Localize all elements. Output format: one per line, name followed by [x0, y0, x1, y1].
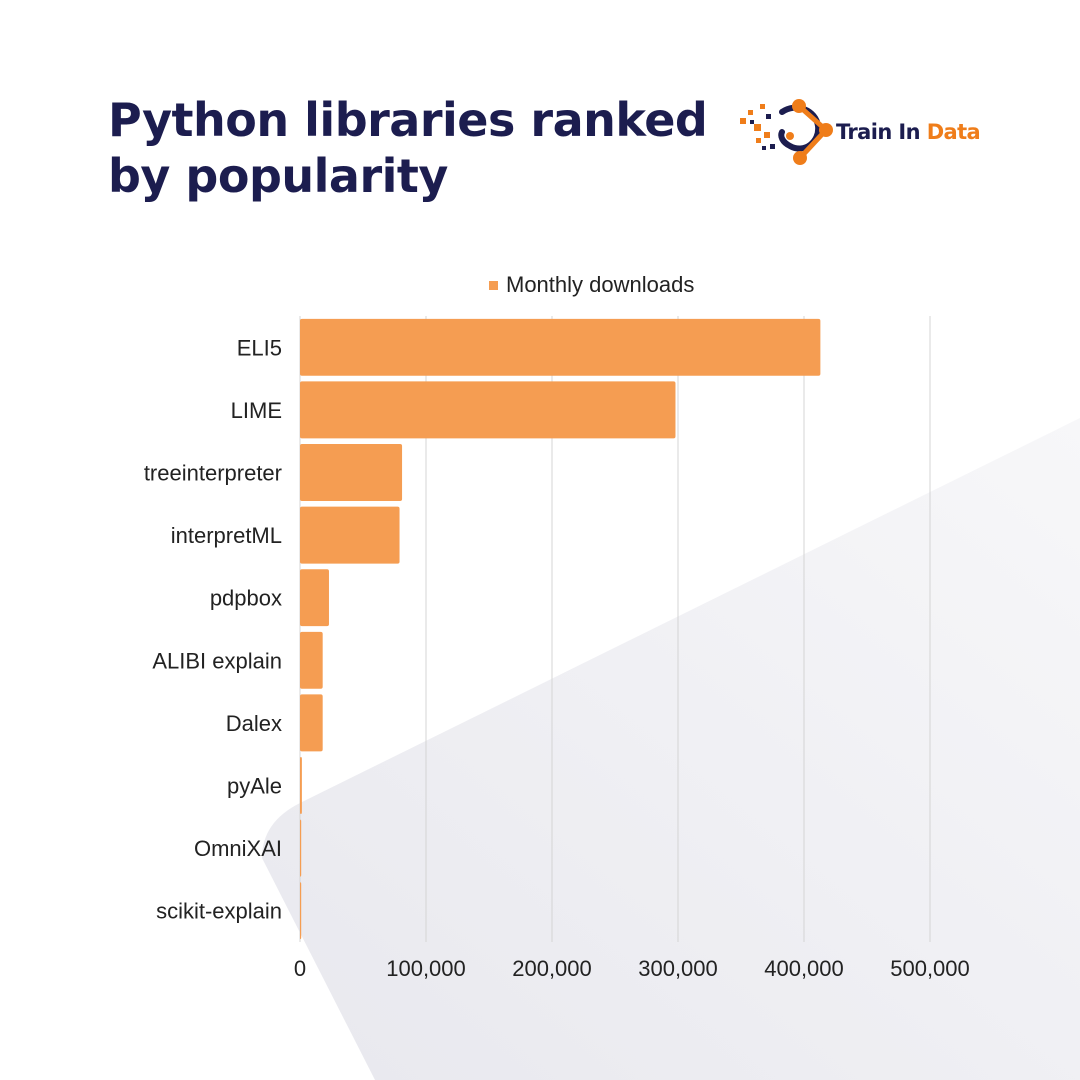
logo-text-data: Data: [926, 120, 981, 144]
logo-text-train-in: Train In: [836, 120, 921, 144]
category-label: ELI5: [237, 335, 282, 360]
category-label: scikit-explain: [156, 899, 282, 924]
category-labels: ELI5 LIME treeinterpreter interpretML pdpbox…: [144, 335, 282, 923]
title-line-2: by popularity: [108, 149, 448, 203]
category-label: pdpbox: [210, 586, 282, 611]
category-label: pyAle: [227, 774, 282, 799]
bar: [300, 694, 323, 752]
bar: [300, 569, 329, 627]
train-in-data-logo: Train In Data: [738, 96, 981, 172]
bar: [300, 819, 302, 877]
x-tick-label: 100,000: [386, 956, 466, 981]
logo-text: Train In Data: [836, 120, 981, 144]
bar: [300, 631, 323, 689]
x-tick-label: 300,000: [638, 956, 718, 981]
bars: [300, 318, 821, 940]
title-line-1: Python libraries ranked: [108, 93, 708, 147]
bar: [300, 444, 403, 501]
category-label: Dalex: [226, 711, 282, 736]
category-label: interpretML: [171, 523, 282, 548]
x-tick-labels: 0 100,000 200,000 300,000 400,000 500,000: [294, 956, 970, 981]
x-tick-label: 400,000: [764, 956, 844, 981]
category-label: treeinterpreter: [144, 461, 282, 486]
category-label: ALIBI explain: [152, 648, 282, 673]
x-tick-label: 200,000: [512, 956, 592, 981]
bar: [300, 318, 821, 376]
bar: [300, 381, 676, 439]
page-title: Python libraries ranked by popularity: [108, 92, 728, 204]
logo-mark-icon: [740, 99, 833, 165]
category-label: OmniXAI: [194, 836, 282, 861]
category-label: LIME: [231, 398, 282, 423]
x-tick-label: 500,000: [890, 956, 970, 981]
bar: [300, 882, 302, 940]
legend: Monthly downloads: [489, 272, 694, 297]
legend-label: Monthly downloads: [506, 272, 694, 297]
x-tick-label: 0: [294, 956, 306, 981]
bar: [300, 757, 302, 814]
legend-swatch: [489, 281, 498, 290]
bar: [300, 506, 400, 564]
